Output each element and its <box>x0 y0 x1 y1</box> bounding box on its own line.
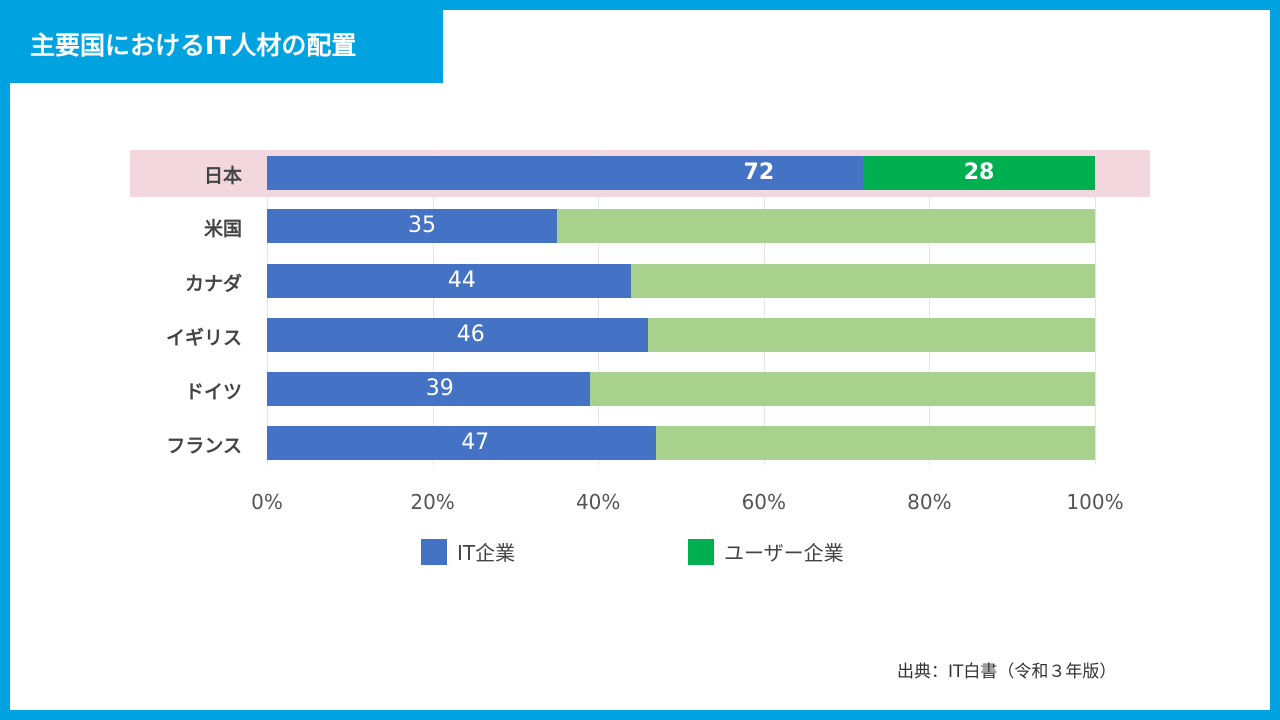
category-label: 米国 <box>203 218 242 240</box>
data-label-user: 28 <box>963 160 995 185</box>
slide-title: 主要国におけるIT人材の配置 <box>30 31 357 60</box>
category-label: イギリス <box>165 327 242 349</box>
category-label: 日本 <box>203 165 242 187</box>
gridline <box>267 150 268 465</box>
x-tick-label: 100% <box>1066 490 1124 514</box>
gridline <box>763 150 765 465</box>
gridline <box>598 150 600 465</box>
x-tick-label: 60% <box>741 490 787 514</box>
x-tick-label: 20% <box>410 490 455 514</box>
x-tick-label: 80% <box>907 490 952 514</box>
bar-user <box>863 156 1095 190</box>
legend-item-it: IT企業 <box>421 537 515 566</box>
source-note: 出典：IT白書（令和３年版） <box>897 662 1117 682</box>
data-label-it: 46 <box>456 322 485 347</box>
bar-user <box>631 264 1095 298</box>
gridline <box>1095 150 1096 465</box>
bar-user <box>556 209 1095 243</box>
legend-label-user: ユーザー企業 <box>724 541 844 565</box>
x-tick-label: 40% <box>575 490 621 514</box>
data-label-it: 72 <box>743 160 775 185</box>
slide-panel <box>10 10 1270 710</box>
legend-swatch-user <box>688 538 714 565</box>
data-label-it: 47 <box>461 430 490 455</box>
bar-it <box>267 372 590 406</box>
bar-it <box>267 426 657 460</box>
bar-user <box>656 426 1095 460</box>
category-label: ドイツ <box>184 381 242 403</box>
bar-it <box>267 156 864 190</box>
legend-item-user: ユーザー企業 <box>688 537 844 566</box>
data-label-it: 44 <box>447 268 476 293</box>
bar-it <box>267 318 648 352</box>
bar-user <box>647 318 1095 352</box>
bar-it <box>267 209 557 243</box>
category-label: カナダ <box>184 273 242 295</box>
x-tick-label: 0% <box>251 490 283 514</box>
legend-swatch-it <box>421 538 447 565</box>
data-label-it: 35 <box>408 213 437 238</box>
gridline <box>432 150 434 465</box>
bar-user <box>589 372 1095 406</box>
legend-label-it: IT企業 <box>457 541 516 565</box>
gridline <box>929 150 931 465</box>
bar-it <box>267 264 632 298</box>
title-banner: 主要国におけるIT人材の配置 <box>0 0 443 83</box>
category-label: フランス <box>166 435 242 457</box>
data-label-it: 39 <box>425 376 454 401</box>
